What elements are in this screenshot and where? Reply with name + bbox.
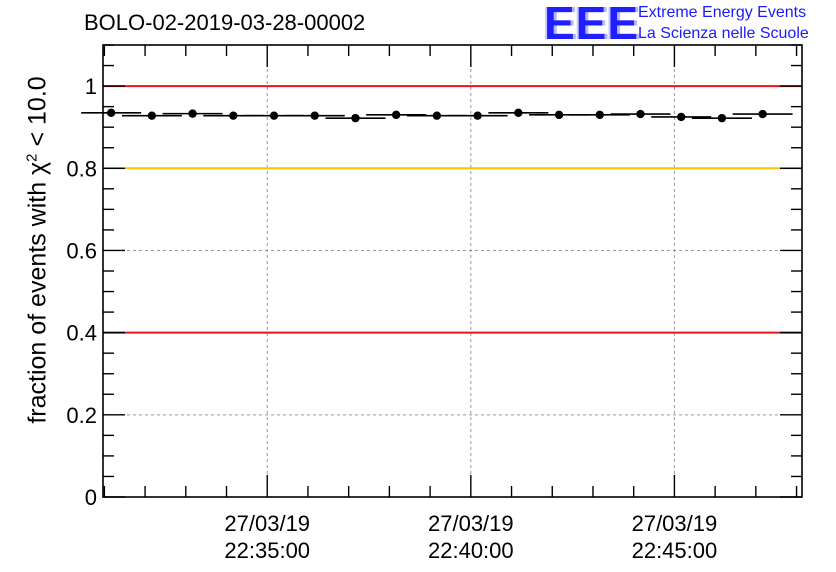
data-point <box>717 113 727 123</box>
eee-logo: EEE Extreme Energy Events La Scienza nel… <box>544 0 834 49</box>
data-point <box>188 109 197 118</box>
data-point <box>106 108 116 118</box>
data-point <box>269 111 279 120</box>
y-axis-label-superscript: 2 <box>23 153 41 162</box>
data-point <box>391 110 401 120</box>
y-tick-label: 0.4 <box>66 321 97 346</box>
y-axis-label: fraction of events with χ2 < 10.0 <box>23 76 52 423</box>
data-layer <box>81 108 793 123</box>
y-axis-label-text: fraction of events with χ <box>23 161 52 424</box>
y-tick-label: 0.2 <box>66 403 97 428</box>
data-point <box>147 111 157 120</box>
data-point <box>432 111 442 120</box>
x-tick-date-label: 27/03/19 <box>632 511 718 536</box>
plot-frame <box>102 44 803 498</box>
axis-layer: 00.20.40.60.8127/03/1922:35:0027/03/1922… <box>66 44 803 563</box>
eee-logo-mark: EEE <box>544 0 640 49</box>
data-point <box>595 110 604 120</box>
data-point <box>473 111 482 120</box>
data-point <box>310 111 319 120</box>
data-point <box>758 109 767 119</box>
y-tick-label: 0.6 <box>66 238 97 263</box>
data-point <box>554 110 564 120</box>
y-tick-label: 0 <box>85 485 97 510</box>
chart-title: BOLO-02-2019-03-28-00002 <box>84 10 366 35</box>
grid-layer <box>103 45 802 497</box>
data-point <box>229 111 238 120</box>
y-axis-label-suffix: < 10.0 <box>23 76 52 154</box>
x-tick-date-label: 27/03/19 <box>428 511 514 536</box>
y-tick-label: 1 <box>85 74 97 99</box>
logo-line-1: Extreme Energy Events <box>638 4 807 21</box>
x-tick-date-label: 27/03/19 <box>224 511 310 536</box>
data-point <box>677 112 686 122</box>
data-point <box>351 113 360 123</box>
x-tick-time-label: 22:40:00 <box>428 538 514 563</box>
logo-line-2: La Scienza nelle Scuole <box>638 25 809 42</box>
x-tick-time-label: 22:35:00 <box>224 538 310 563</box>
y-tick-label: 0.8 <box>66 156 97 181</box>
x-tick-time-label: 22:45:00 <box>632 538 718 563</box>
data-point <box>636 109 645 119</box>
data-point <box>514 108 523 118</box>
reference-lines <box>103 85 802 334</box>
